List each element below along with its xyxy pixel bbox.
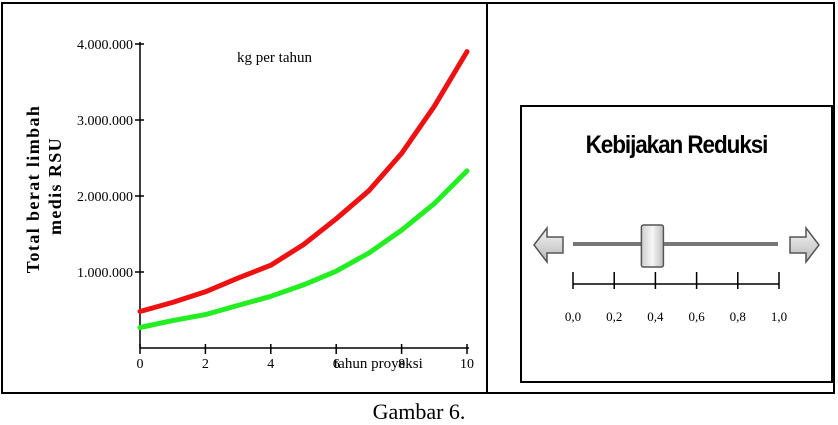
slider-tick-label: 0,4 [647, 309, 664, 324]
series-line-1 [137, 49, 470, 314]
y-tick-label: 4.000.000 [77, 38, 133, 53]
y-tick-label: 2.000.000 [77, 190, 133, 205]
x-tick-label: 6 [333, 357, 340, 372]
frame-divider [486, 2, 488, 394]
series-line-2 [137, 168, 470, 330]
chart-ticks: 1.000.000 2.000.000 3.000.000 4.000.000 0 2 4 6… [77, 38, 474, 372]
slider-tick-label: 0,2 [606, 309, 622, 324]
chart-annotation: kg per tahun [237, 50, 312, 66]
chart-series [137, 49, 470, 330]
slider-thumb[interactable] [640, 224, 665, 268]
x-tick-label: 10 [460, 357, 474, 372]
x-tick-label: 4 [267, 357, 274, 372]
arrow-left-icon[interactable] [533, 225, 564, 265]
panel-title: Kebijakan Reduksi [585, 131, 769, 159]
x-tick-label: 8 [398, 357, 405, 372]
slider-tick-label: 0,8 [730, 309, 746, 324]
figure-caption: Gambar 6. [372, 399, 466, 424]
arrow-right-icon[interactable] [789, 225, 820, 265]
slider-tick-label: 0,0 [565, 309, 581, 324]
slider-scale: 0,0 0,2 0,4 0,6 0,8 1,0 [565, 272, 787, 324]
x-tick-label: 2 [202, 357, 209, 372]
line-chart: 1.000.000 2.000.000 3.000.000 4.000.000 0 2 4 6… [23, 38, 474, 372]
chart-axes [139, 42, 469, 349]
x-axis-label: tahun proyeksi [334, 356, 423, 372]
slider-tick-label: 0,6 [688, 309, 705, 324]
y-tick-label: 3.000.000 [77, 114, 133, 129]
x-tick-label: 0 [137, 357, 144, 372]
figure-frame [1, 2, 835, 394]
y-axis-label: Total berat limbah medis RSU [23, 99, 65, 273]
reduction-slider: 0,0 0,2 0,4 0,6 0,8 1,0 [533, 224, 820, 324]
slider-tick-label: 1,0 [771, 309, 787, 324]
y-tick-label: 1.000.000 [77, 266, 133, 281]
